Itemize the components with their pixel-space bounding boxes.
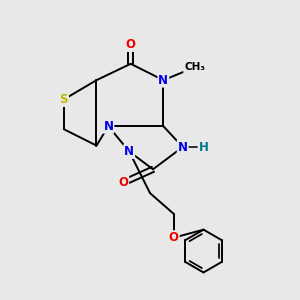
Text: O: O — [169, 231, 179, 244]
Text: O: O — [126, 38, 136, 51]
Text: CH₃: CH₃ — [184, 62, 205, 72]
Text: S: S — [60, 93, 68, 106]
Text: O: O — [118, 176, 128, 189]
Text: N: N — [158, 74, 168, 87]
Text: H: H — [199, 140, 208, 154]
Text: N: N — [103, 120, 113, 133]
Text: N: N — [178, 140, 188, 154]
Text: N: N — [124, 145, 134, 158]
